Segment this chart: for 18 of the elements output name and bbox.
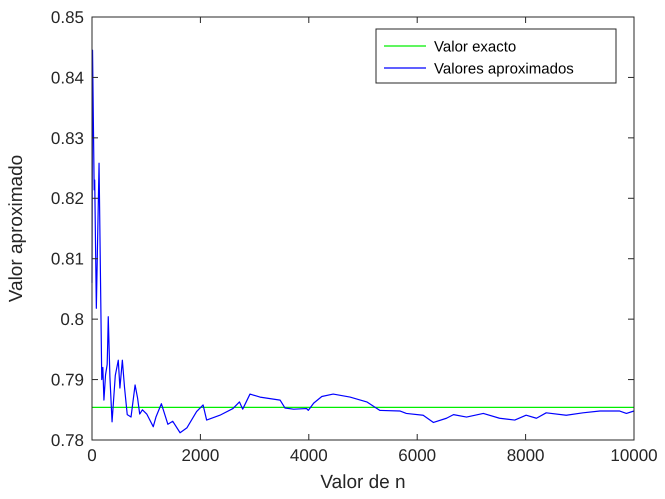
x-axis-title: Valor de n	[320, 472, 406, 493]
y-tick-label: 0.85	[50, 8, 84, 27]
x-tick-label: 4000	[290, 446, 328, 465]
x-tick-label: 10000	[610, 446, 658, 465]
legend-label: Valor exacto	[434, 38, 516, 56]
x-tick-label: 8000	[506, 446, 545, 465]
x-tick-label: 2000	[181, 446, 220, 465]
y-tick-label: 0.8	[60, 310, 84, 330]
legend-label: Valores aproximados	[434, 60, 574, 78]
y-axis-title: Valor aproximado	[6, 154, 27, 302]
y-tick-label: 0.82	[50, 189, 84, 208]
y-tick-label: 0.79	[50, 370, 84, 390]
y-tick-label: 0.84	[50, 68, 84, 88]
x-tick-label: 6000	[398, 446, 436, 465]
y-tick-label: 0.78	[50, 430, 84, 450]
x-tick-label: 0	[87, 446, 97, 465]
y-tick-label: 0.83	[50, 128, 84, 148]
y-tick-label: 0.81	[50, 250, 84, 269]
